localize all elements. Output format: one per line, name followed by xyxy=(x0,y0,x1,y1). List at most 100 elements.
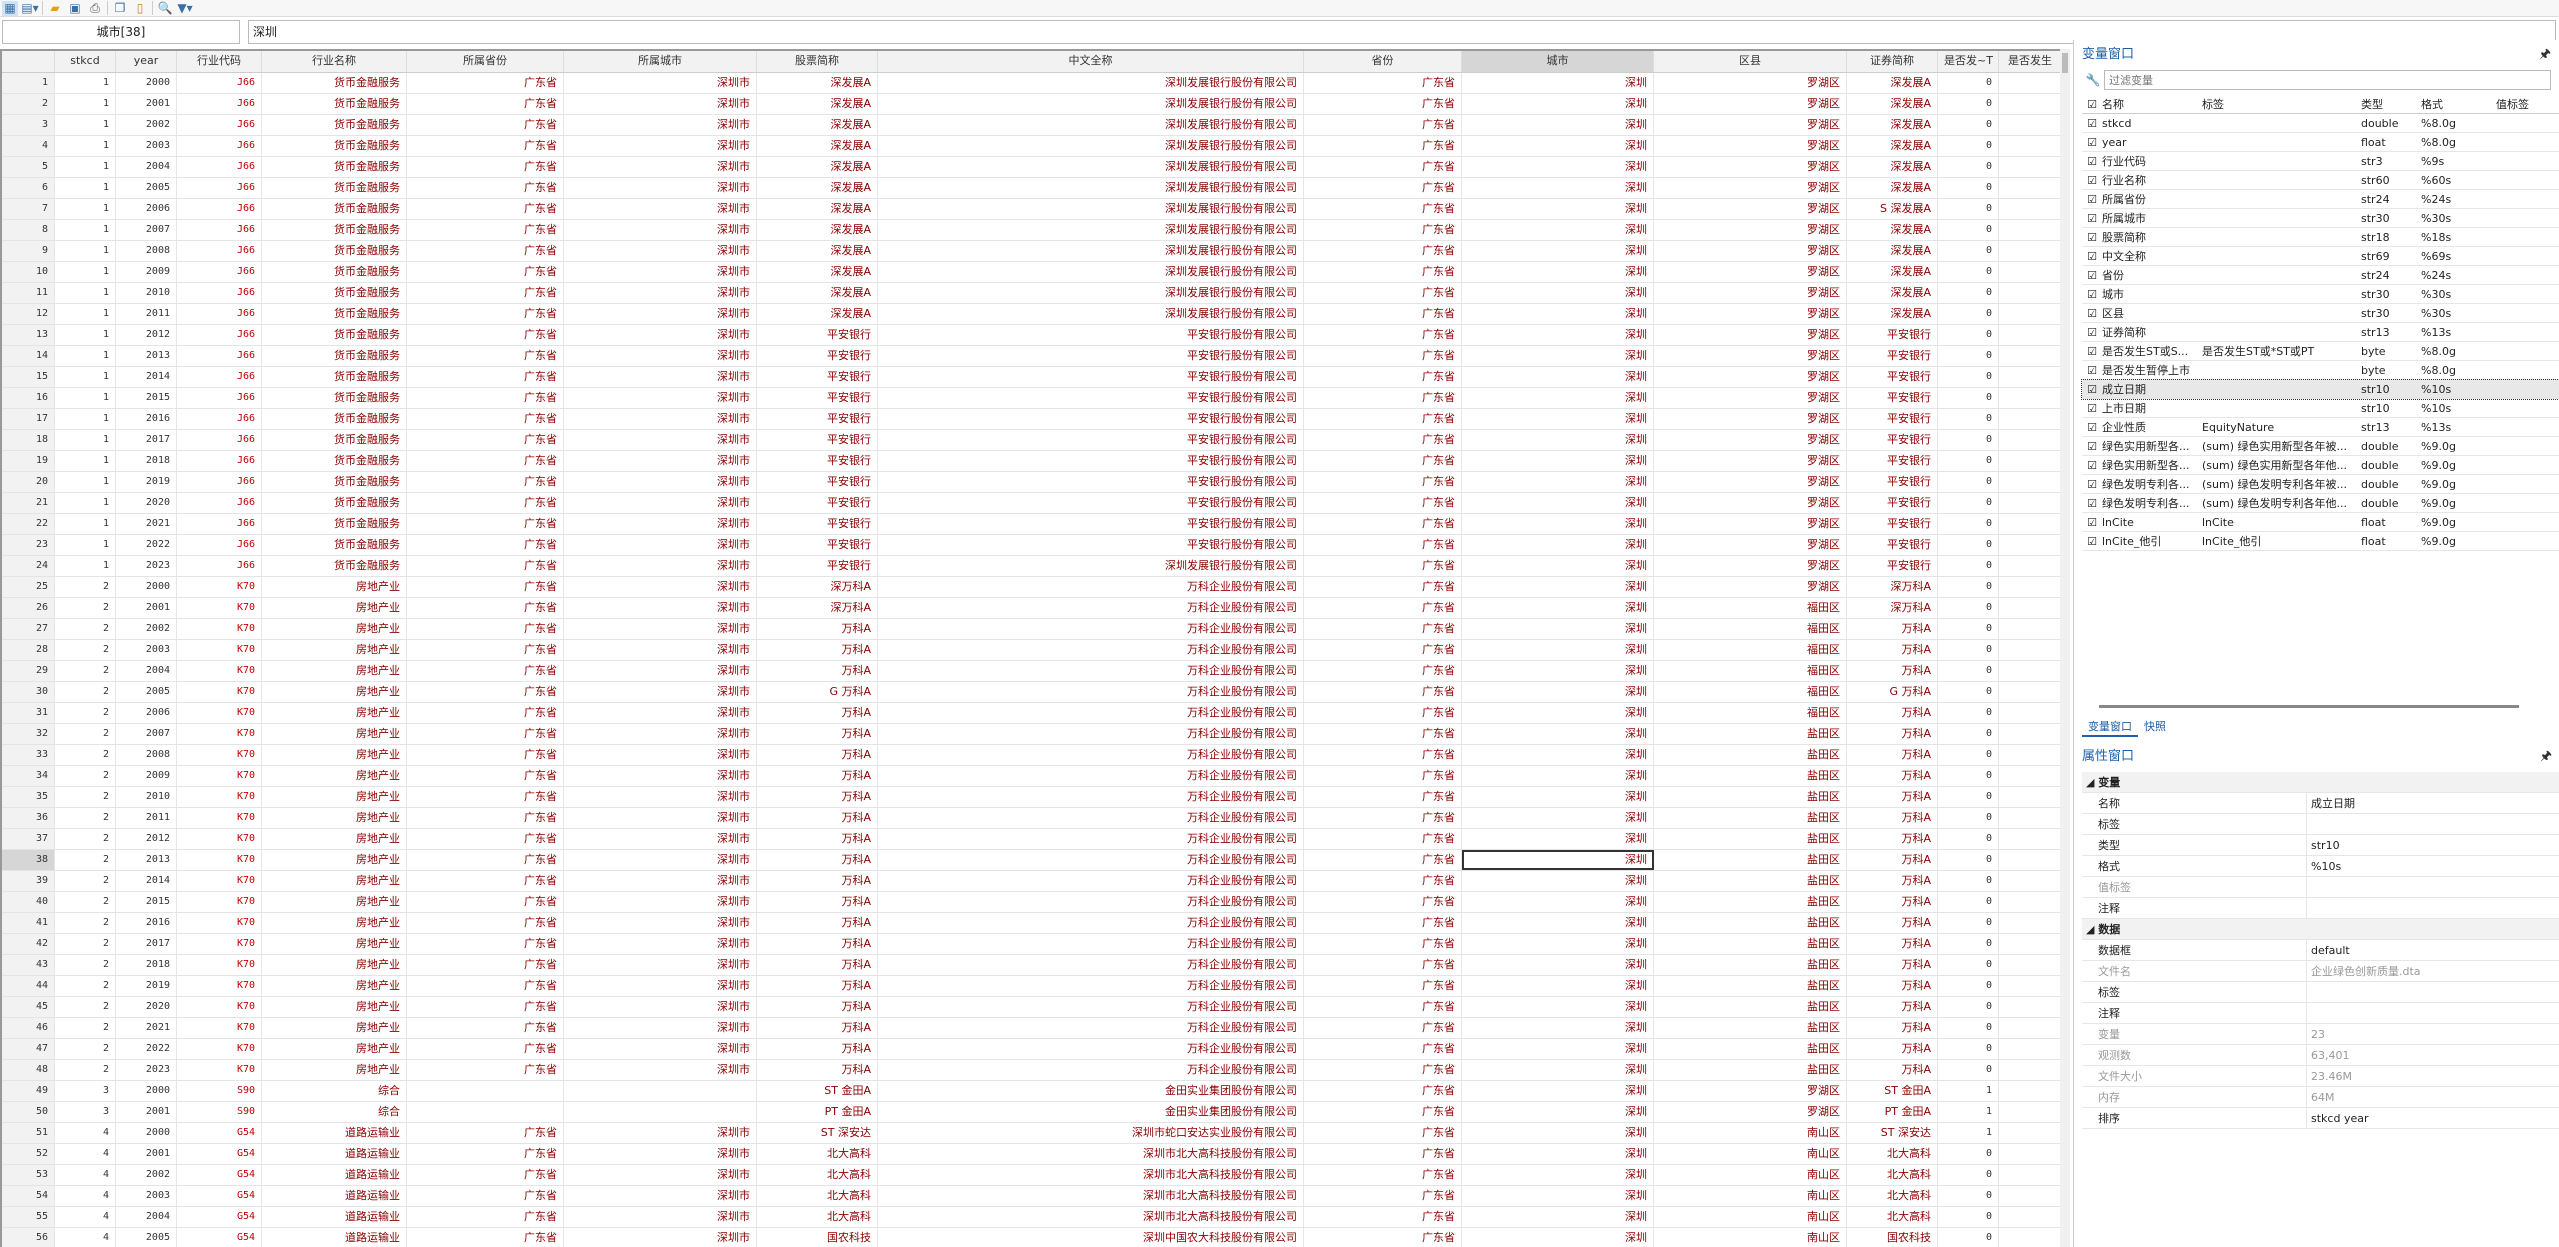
table-cell[interactable]: 广东省 xyxy=(1304,178,1462,198)
table-cell[interactable] xyxy=(1999,1018,2060,1038)
table-cell[interactable]: 货币金融服务 xyxy=(262,514,407,534)
table-cell[interactable]: 深圳 xyxy=(1462,1018,1654,1038)
table-cell[interactable]: 0 xyxy=(1938,1186,1999,1206)
variable-row[interactable]: ☑ 绿色实用新型各... (sum) 绿色实用新型各年他... double %9.0g xyxy=(2082,456,2559,475)
table-cell[interactable]: 广东省 xyxy=(407,262,564,282)
table-cell[interactable]: 平安银行 xyxy=(757,514,878,534)
table-cell[interactable]: 万科A xyxy=(757,976,878,996)
table-cell[interactable]: 0 xyxy=(1938,703,1999,723)
table-cell[interactable]: 万科企业股份有限公司 xyxy=(878,892,1304,912)
table-cell[interactable]: 广东省 xyxy=(1304,94,1462,114)
table-cell[interactable] xyxy=(1999,535,2060,555)
table-cell[interactable]: G54 xyxy=(177,1165,262,1185)
checkbox[interactable]: ☑ xyxy=(2087,459,2097,472)
table-row[interactable]: 26 2 2001 K70 房地产业 广东省 深圳市 深万科A 万科企业股份有限公司 广东省 深圳福… xyxy=(2,598,2060,619)
table-cell[interactable]: 房地产业 xyxy=(262,787,407,807)
table-cell[interactable]: 万科A xyxy=(1847,892,1938,912)
table-cell[interactable] xyxy=(1999,682,2060,702)
table-cell[interactable]: 2 xyxy=(55,997,116,1017)
table-cell[interactable]: 广东省 xyxy=(407,619,564,639)
table-cell[interactable]: 房地产业 xyxy=(262,766,407,786)
table-cell[interactable]: 平安银行 xyxy=(1847,535,1938,555)
table-cell[interactable]: 深圳 xyxy=(1462,829,1654,849)
table-cell[interactable]: 罗湖区 xyxy=(1654,94,1847,114)
table-cell[interactable]: 2001 xyxy=(116,1144,177,1164)
checkbox[interactable]: ☑ xyxy=(2087,364,2097,377)
table-cell[interactable]: 深圳 xyxy=(1462,367,1654,387)
table-cell[interactable]: 万科企业股份有限公司 xyxy=(878,1039,1304,1059)
table-cell[interactable]: J66 xyxy=(177,409,262,429)
table-cell[interactable]: 南山区 xyxy=(1654,1228,1847,1247)
table-cell[interactable]: 2009 xyxy=(116,262,177,282)
table-cell[interactable]: 0 xyxy=(1938,934,1999,954)
table-cell[interactable]: 万科A xyxy=(1847,934,1938,954)
table-cell[interactable]: 深圳 xyxy=(1462,472,1654,492)
table-cell[interactable]: 深发展A xyxy=(1847,73,1938,93)
table-cell[interactable]: 1 xyxy=(55,325,116,345)
table-cell[interactable]: 万科A xyxy=(1847,850,1938,870)
table-cell[interactable]: 广东省 xyxy=(407,850,564,870)
table-row[interactable]: 28 2 2003 K70 房地产业 广东省 深圳市 万科A 万科企业股份有限公司 广东省 深圳 福田… xyxy=(2,640,2060,661)
table-cell[interactable]: J66 xyxy=(177,220,262,240)
table-cell[interactable] xyxy=(1999,388,2060,408)
table-cell[interactable]: 深圳市 xyxy=(564,829,757,849)
table-cell[interactable]: 0 xyxy=(1938,829,1999,849)
table-cell[interactable]: 广东省 xyxy=(407,829,564,849)
table-cell[interactable]: 深圳市 xyxy=(564,934,757,954)
table-cell[interactable]: 1 xyxy=(55,94,116,114)
table-cell[interactable]: 南山区 xyxy=(1654,1186,1847,1206)
column-header[interactable]: 省份 xyxy=(1304,51,1462,72)
table-row[interactable]: 20 1 2019 J66 货币金融服务 广东省 深圳市 平安银行 平安银行股份有限公司 广东省深… xyxy=(2,472,2060,493)
select-all-checkbox[interactable]: ☑ xyxy=(2087,98,2097,111)
table-cell[interactable]: J66 xyxy=(177,241,262,261)
table-cell[interactable]: 罗湖区 xyxy=(1654,535,1847,555)
table-cell[interactable] xyxy=(1999,913,2060,933)
table-cell[interactable]: 平安银行 xyxy=(1847,472,1938,492)
table-row[interactable]: 42 2 2017 K70 房地产业 广东省 深圳市 万科A 万科企业股份有限公司 广东省 深圳 盐田… xyxy=(2,934,2060,955)
table-cell[interactable]: 4 xyxy=(55,1186,116,1206)
table-cell[interactable]: 罗湖区 xyxy=(1654,556,1847,576)
property-row[interactable]: 格式 %10s xyxy=(2082,856,2559,877)
variable-row[interactable]: ☑ 绿色发明专利各... (sum) 绿色发明专利各年被... double %9.0g xyxy=(2082,475,2559,494)
table-cell[interactable]: 货币金融服务 xyxy=(262,262,407,282)
table-cell[interactable]: 万科A xyxy=(1847,619,1938,639)
table-cell[interactable]: 广东省 xyxy=(1304,325,1462,345)
table-cell[interactable]: 广东省 xyxy=(1304,1060,1462,1080)
table-cell[interactable]: 广东省 xyxy=(1304,556,1462,576)
table-cell[interactable]: K70 xyxy=(177,745,262,765)
table-cell[interactable]: 深万科A xyxy=(757,577,878,597)
table-cell[interactable]: 1 xyxy=(55,262,116,282)
table-cell[interactable]: 深发展A xyxy=(1847,157,1938,177)
table-cell[interactable]: 广东省 xyxy=(407,514,564,534)
table-cell[interactable]: G54 xyxy=(177,1186,262,1206)
table-row[interactable]: 52 4 2001 G54 道路运输业 广东省 深圳市 北大高科 深圳市北大高科技股份有限公司广… xyxy=(2,1144,2060,1165)
table-cell[interactable]: 房地产业 xyxy=(262,1018,407,1038)
table-cell[interactable]: 金田实业集团股份有限公司 xyxy=(878,1102,1304,1122)
variable-row[interactable]: ☑ 证券简称 str13 %13s xyxy=(2082,323,2559,342)
table-cell[interactable]: 万科A xyxy=(1847,1039,1938,1059)
table-cell[interactable]: 广东省 xyxy=(1304,913,1462,933)
table-cell[interactable]: 深圳市 xyxy=(564,871,757,891)
table-cell[interactable]: J66 xyxy=(177,262,262,282)
table-row[interactable]: 19 1 2018 J66 货币金融服务 广东省 深圳市 平安银行 平安银行股份有限公司 广东省深… xyxy=(2,451,2060,472)
table-cell[interactable]: 广东省 xyxy=(1304,976,1462,996)
table-cell[interactable]: 房地产业 xyxy=(262,934,407,954)
table-row[interactable]: 33 2 2008 K70 房地产业 广东省 深圳市 万科A 万科企业股份有限公司 广东省 深圳 盐田… xyxy=(2,745,2060,766)
table-cell[interactable]: 深圳市 xyxy=(564,997,757,1017)
column-header[interactable]: stkcd xyxy=(55,51,116,72)
table-cell[interactable]: 深圳市 xyxy=(564,913,757,933)
table-cell[interactable]: 2008 xyxy=(116,241,177,261)
table-cell[interactable]: 2 xyxy=(55,808,116,828)
table-cell[interactable]: 0 xyxy=(1938,325,1999,345)
row-number[interactable]: 7 xyxy=(2,199,55,219)
table-cell[interactable]: 福田区 xyxy=(1654,619,1847,639)
table-cell[interactable]: 万科A xyxy=(1847,976,1938,996)
table-cell[interactable]: 2 xyxy=(55,871,116,891)
table-cell[interactable]: 1 xyxy=(55,514,116,534)
table-cell[interactable]: 2016 xyxy=(116,409,177,429)
table-cell[interactable]: 深圳市 xyxy=(564,1060,757,1080)
table-cell[interactable]: 货币金融服务 xyxy=(262,157,407,177)
table-cell[interactable]: 2003 xyxy=(116,640,177,660)
checkbox[interactable]: ☑ xyxy=(2087,288,2097,301)
table-cell[interactable]: 深发展A xyxy=(757,262,878,282)
